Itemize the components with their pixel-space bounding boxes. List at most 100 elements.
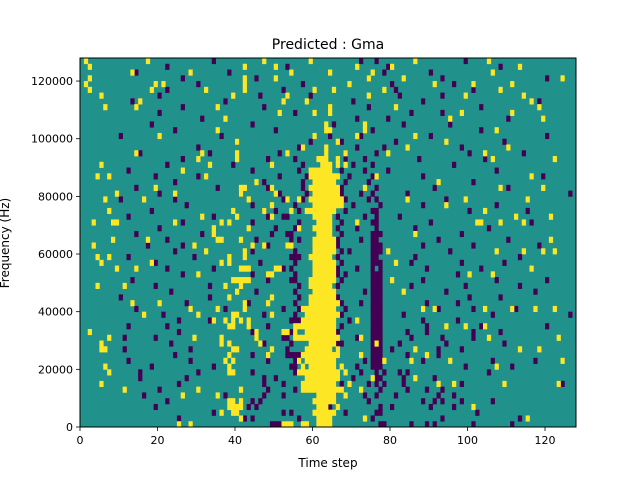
heatmap-cell-low [424, 265, 430, 272]
heatmap-cell-low [362, 213, 368, 220]
heatmap-cell-low [370, 317, 375, 324]
heatmap-cell-low [281, 392, 286, 399]
heatmap-cell-high [320, 173, 325, 180]
heatmap-cell-high [207, 161, 213, 168]
heatmap-cell-low [250, 167, 255, 174]
heatmap-cell-high [316, 213, 321, 220]
heatmap-cell-low [432, 398, 437, 405]
heatmap-cell-low [374, 375, 379, 382]
heatmap-cell-low [293, 254, 298, 261]
heatmap-cell-high [324, 323, 329, 330]
heatmap-cell-low [370, 127, 375, 134]
heatmap-cell-high [490, 69, 495, 76]
heatmap-cell-high [459, 109, 464, 117]
heatmap-cell-high [304, 317, 309, 324]
heatmap-cell-low [467, 294, 472, 301]
heatmap-cell-high [328, 346, 333, 353]
heatmap-cell-high [463, 323, 468, 330]
heatmap-cell-high [324, 156, 329, 163]
heatmap-cell-high [227, 369, 232, 376]
heatmap-cell-low [122, 334, 127, 341]
heatmap-cell-high [324, 271, 329, 278]
heatmap-cell-high [328, 311, 333, 318]
heatmap-cell-high [269, 184, 275, 191]
heatmap-cell-high [145, 58, 151, 65]
heatmap-cell-low [413, 225, 418, 232]
heatmap-cell-low [370, 265, 375, 272]
heatmap-cell-high [107, 207, 112, 215]
heatmap-cell-low [242, 415, 247, 422]
heatmap-cell-low [444, 340, 449, 347]
heatmap-cell-high [320, 317, 325, 324]
heatmap-cell-high [238, 317, 244, 324]
heatmap-cell-low [455, 317, 461, 324]
heatmap-cell-high [266, 300, 271, 307]
heatmap-cell-high [335, 300, 340, 307]
heatmap-cell-low [262, 340, 267, 347]
heatmap-cell-low [432, 375, 437, 382]
heatmap-cell-high [308, 328, 313, 336]
heatmap-cell-low [142, 392, 147, 399]
heatmap-cell-high [324, 300, 329, 307]
heatmap-cell-low [161, 311, 166, 318]
heatmap-cell-low [378, 409, 383, 416]
heatmap-cell-high [320, 207, 325, 215]
heatmap-cell-high [320, 352, 325, 359]
heatmap-cell-high [494, 248, 499, 255]
heatmap-cell-high [335, 369, 340, 376]
heatmap-cell-high [304, 305, 309, 313]
heatmap-cell-low [374, 317, 379, 324]
heatmap-cell-high [343, 161, 348, 168]
heatmap-cell-high [421, 305, 426, 313]
heatmap-cell-low [409, 334, 414, 341]
heatmap-cell-low [339, 167, 344, 174]
heatmap-cell-low [459, 144, 464, 151]
heatmap-cell-high [320, 242, 325, 249]
heatmap-cell-low [370, 305, 375, 313]
heatmap-cell-high [269, 346, 275, 353]
heatmap-cell-low [173, 248, 178, 255]
heatmap-cell-low [343, 179, 348, 186]
heatmap-cell-low [424, 421, 430, 428]
heatmap-cell-high [463, 92, 468, 99]
heatmap-cell-low [149, 121, 154, 128]
heatmap-cell-low [486, 225, 492, 232]
heatmap-cell-high [324, 219, 329, 226]
heatmap-cell-low [432, 421, 437, 428]
heatmap-cell-low [374, 323, 379, 330]
heatmap-cell-low [266, 357, 271, 364]
heatmap-cell-high [328, 242, 333, 249]
heatmap-cell-high [320, 167, 325, 174]
heatmap-cell-low [370, 271, 375, 278]
heatmap-cell-high [479, 219, 484, 226]
heatmap-cell-high [335, 202, 340, 209]
heatmap-cell-low [374, 213, 379, 220]
heatmap-cell-low [448, 248, 453, 255]
heatmap-cell-low [378, 363, 383, 370]
heatmap-cell-low [153, 173, 158, 180]
heatmap-cell-high [269, 271, 275, 278]
heatmap-cell-high [95, 282, 100, 289]
heatmap-cell-low [378, 346, 383, 353]
heatmap-cell-high [328, 202, 333, 209]
heatmap-cell-low [541, 173, 546, 180]
heatmap-cell-high [246, 317, 251, 324]
heatmap-cell-high [316, 196, 321, 203]
heatmap-cell-high [312, 109, 317, 117]
heatmap-cell-high [99, 340, 104, 347]
heatmap-cell-high [316, 167, 321, 174]
heatmap-cell-high [269, 294, 275, 301]
heatmap-cell-low [250, 369, 255, 376]
heatmap-cell-low [293, 156, 298, 163]
heatmap-cell-high [331, 86, 337, 93]
heatmap-cell-high [320, 415, 325, 422]
heatmap-cell-low [293, 311, 298, 318]
y-tick-label: 40000 [38, 306, 73, 319]
heatmap-cell-low [490, 311, 495, 318]
heatmap-cell-high [262, 58, 267, 65]
heatmap-cell-high [483, 207, 488, 215]
heatmap-cell-low [355, 334, 360, 341]
heatmap-cell-high [328, 173, 333, 180]
heatmap-cell-low [421, 357, 426, 364]
heatmap-cell-low [297, 282, 302, 289]
